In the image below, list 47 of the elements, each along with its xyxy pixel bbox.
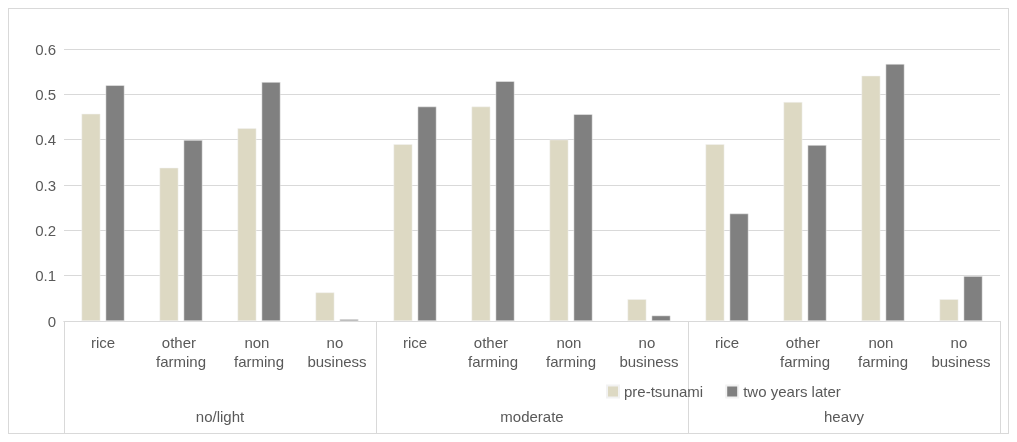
bar	[651, 315, 671, 321]
bar	[417, 106, 437, 321]
bar	[627, 299, 647, 321]
bar	[237, 128, 257, 321]
bar	[963, 276, 983, 321]
text: moderate	[500, 408, 564, 425]
x-tick-label: rice	[714, 334, 740, 351]
x-tick-label: no business	[619, 334, 679, 370]
x-tick-label: non farming	[233, 334, 285, 370]
x-tick-label: other farming	[467, 334, 519, 370]
bar	[729, 213, 749, 321]
x-tick-label: rice	[402, 334, 428, 351]
bar	[807, 145, 827, 321]
text: heavy	[823, 408, 865, 425]
bar	[471, 106, 491, 321]
bar	[705, 144, 725, 321]
x-tick-label: other farming	[779, 334, 831, 370]
bar	[81, 113, 101, 321]
y-tick-label: 0.6	[35, 40, 56, 58]
bar	[393, 144, 413, 321]
bar	[885, 63, 905, 321]
y-tick-label: 0.1	[35, 267, 56, 285]
bar	[861, 75, 881, 321]
bar	[573, 114, 593, 321]
y-tick-label: 0.2	[35, 221, 56, 239]
bar	[495, 81, 515, 321]
y-tick-label: 0	[47, 312, 56, 330]
bar	[315, 292, 335, 321]
x-tick-label: non farming	[545, 334, 597, 370]
y-tick-label: 0.5	[35, 85, 56, 103]
x-tick-label: rice	[90, 334, 116, 351]
bar	[939, 299, 959, 321]
bar	[183, 140, 203, 321]
bar	[783, 102, 803, 321]
bar	[105, 85, 125, 321]
x-tick-label: other farming	[155, 334, 207, 370]
x-tick-label: non farming	[857, 334, 909, 370]
text: no/light	[195, 408, 246, 425]
bar	[159, 167, 179, 321]
x-tick-label: no business	[931, 334, 991, 370]
legend-label: pre-tsunami	[624, 383, 704, 400]
bar	[261, 82, 281, 321]
legend-label: two years later	[743, 383, 841, 400]
x-tick-label: no business	[307, 334, 367, 370]
y-tick-label: 0.3	[35, 176, 56, 194]
y-tick-label: 0.4	[35, 131, 56, 149]
bar	[549, 139, 569, 321]
